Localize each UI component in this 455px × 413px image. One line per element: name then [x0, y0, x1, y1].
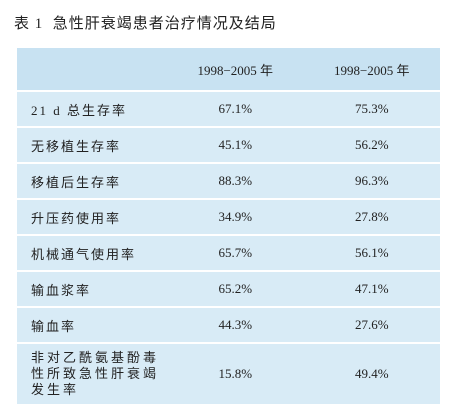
row-label: 输血率: [17, 306, 167, 343]
row-label: 21 d 总生存率: [17, 90, 167, 127]
cell: 45.1%: [167, 126, 304, 163]
row-label: 移植后生存率: [17, 162, 167, 199]
cell: 88.3%: [167, 162, 304, 199]
table-title: 表 1 急性肝衰竭患者治疗情况及结局: [14, 16, 277, 32]
row-label: 机械通气使用率: [17, 234, 167, 271]
header-cell: 1998−2005 年: [167, 48, 304, 91]
table-row: 移植后生存率 88.3% 96.3%: [17, 162, 440, 199]
table-row: 输血浆率 65.2% 47.1%: [17, 270, 440, 307]
table-row: 升压药使用率 34.9% 27.8%: [17, 198, 440, 235]
table: 1998−2005 年 1998−2005 年 21 d 总生存率 67.1% 75.…: [17, 48, 440, 404]
table-row: 输血率 44.3% 27.6%: [17, 306, 440, 343]
row-label: 输血浆率: [17, 270, 167, 307]
cell: 67.1%: [167, 90, 304, 127]
cell: 27.6%: [303, 306, 440, 343]
header-cell: [17, 48, 167, 91]
cell: 44.3%: [167, 306, 304, 343]
cell: 49.4%: [303, 342, 440, 404]
table-row: 无移植生存率 45.1% 56.2%: [17, 126, 440, 163]
header-row: 1998−2005 年 1998−2005 年: [17, 48, 440, 91]
cell: 56.1%: [303, 234, 440, 271]
table-row: 非对乙酰氨基酚毒性所致急性肝衰竭发生率 15.8% 49.4%: [17, 342, 440, 404]
cell: 56.2%: [303, 126, 440, 163]
cell: 65.2%: [167, 270, 304, 307]
row-label: 升压药使用率: [17, 198, 167, 235]
cell: 15.8%: [167, 342, 304, 404]
cell: 27.8%: [303, 198, 440, 235]
cell: 47.1%: [303, 270, 440, 307]
cell: 34.9%: [167, 198, 304, 235]
cell: 65.7%: [167, 234, 304, 271]
table-row: 机械通气使用率 65.7% 56.1%: [17, 234, 440, 271]
cell: 96.3%: [303, 162, 440, 199]
table-row: 21 d 总生存率 67.1% 75.3%: [17, 90, 440, 127]
header-cell: 1998−2005 年: [303, 48, 440, 91]
row-label: 非对乙酰氨基酚毒性所致急性肝衰竭发生率: [17, 342, 167, 404]
cell: 75.3%: [303, 90, 440, 127]
row-label: 无移植生存率: [17, 126, 167, 163]
